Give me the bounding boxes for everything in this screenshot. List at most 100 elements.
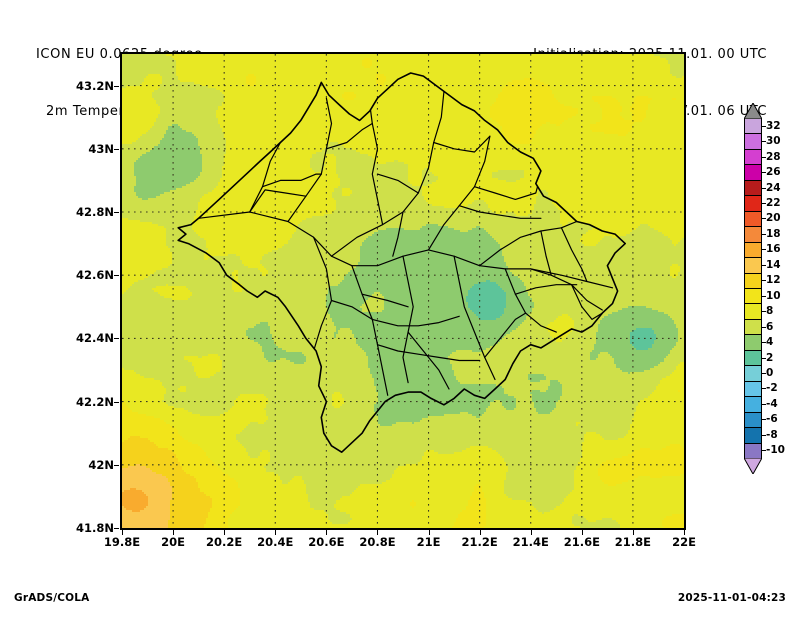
latitude-tick-label: 43.2N <box>76 78 114 93</box>
colorbar-swatch <box>744 195 762 212</box>
colorbar-tick-label: -10 <box>766 444 785 457</box>
colorbar-swatch <box>744 288 762 305</box>
longitude-tick-label: 19.8E <box>103 535 141 549</box>
latitude-tick-label: 42.8N <box>76 205 114 219</box>
colorbar-tick-label: 32 <box>766 119 781 132</box>
longitude-tick-mark <box>428 530 430 535</box>
producer-label: GrADS/COLA <box>14 592 90 604</box>
colorbar-tick-label: 0 <box>766 367 774 379</box>
map-plot-area[interactable] <box>120 52 686 530</box>
colorbar-tick-label: 22 <box>766 197 781 209</box>
colorbar-swatch <box>744 349 762 367</box>
longitude-tick-label: 21.2E <box>461 535 498 549</box>
colorbar-tick-label: -4 <box>766 397 778 410</box>
colorbar-tick-mark <box>762 249 766 251</box>
temperature-contour-map <box>122 54 684 528</box>
colorbar-swatch <box>744 164 762 181</box>
longitude-tick-mark <box>275 530 277 535</box>
colorbar-swatch <box>744 380 762 398</box>
colorbar-tick-mark <box>762 373 766 374</box>
colorbar-swatch <box>744 148 762 166</box>
longitude-tick-mark <box>632 530 634 535</box>
latitude-tick-mark <box>114 401 119 403</box>
longitude-tick-mark <box>581 530 583 535</box>
longitude-tick-mark <box>377 530 379 535</box>
colorbar-swatch <box>744 241 762 259</box>
latitude-tick-label: 42.4N <box>76 331 114 346</box>
colorbar-tick-mark <box>762 419 766 421</box>
colorbar-tick-label: 28 <box>766 150 781 163</box>
colorbar-tick-label: 30 <box>766 135 781 148</box>
longitude-tick-label: 20.8E <box>359 535 396 549</box>
latitude-tick-mark <box>114 528 119 529</box>
latitude-tick-mark <box>114 338 119 340</box>
colorbar-tick-label: -8 <box>766 428 778 441</box>
colorbar-tick-mark <box>762 434 766 436</box>
longitude-tick-mark <box>173 530 175 535</box>
colorbar-tick-mark <box>762 295 766 297</box>
colorbar-tick-mark <box>762 125 766 127</box>
colorbar-swatch <box>744 442 762 459</box>
latitude-tick-mark <box>114 148 119 150</box>
longitude-tick-label: 21.8E <box>614 535 652 549</box>
colorbar-tick-mark <box>762 187 766 189</box>
colorbar-tick-mark <box>762 203 766 204</box>
colorbar-tick-mark <box>762 326 766 328</box>
longitude-tick-label: 21.4E <box>512 535 549 549</box>
latitude-tick-mark <box>114 464 119 466</box>
colorbar-tick-mark <box>762 403 766 405</box>
longitude-tick-label: 20E <box>161 535 186 549</box>
colorbar-tick-mark <box>762 357 766 359</box>
latitude-tick-label: 42N <box>88 457 114 472</box>
colorbar-tick-label: 8 <box>766 305 774 318</box>
latitude-tick-label: 42.2N <box>76 394 114 409</box>
map-graticule <box>122 54 684 528</box>
longitude-axis: 19.8E 20E 20.2E 20.4E 20.6E 20.8E 21E 21.2E 21.4… <box>104 530 696 553</box>
longitude-tick-label: 21.6E <box>563 535 600 549</box>
colorbar-swatch <box>744 396 762 413</box>
colorbar-swatch <box>744 257 762 274</box>
colorbar-tick-label: 6 <box>766 320 774 333</box>
municipality-boundaries <box>198 91 614 396</box>
colorbar-tick-mark <box>762 311 766 313</box>
colorbar-tick-label: 4 <box>766 336 774 349</box>
colorbar-tick-label: 14 <box>766 258 781 271</box>
colorbar-tick-label: 2 <box>766 351 774 364</box>
colorbar-swatch <box>744 334 762 351</box>
colorbar-swatch <box>744 133 762 150</box>
longitude-tick-label: 22E <box>672 535 696 549</box>
longitude-tick-mark <box>530 530 532 535</box>
render-timestamp-label: 2025-11-01-04:23 <box>677 592 786 604</box>
colorbar-tick-mark <box>762 388 766 390</box>
colorbar-tick-label: -6 <box>766 413 778 426</box>
latitude-tick-mark <box>114 275 119 277</box>
colorbar-tick-label: 16 <box>766 243 781 256</box>
colorbar-tick-mark <box>762 450 766 452</box>
colorbar-tick-label: -2 <box>766 382 778 395</box>
colorbar-swatch <box>744 365 762 382</box>
colorbar-tick-mark <box>762 280 766 282</box>
colorbar-tick-mark <box>762 172 766 174</box>
colorbar-under-arrow <box>744 458 762 474</box>
longitude-tick-label: 20.2E <box>206 535 243 549</box>
colorbar-tick-label: 20 <box>766 212 781 225</box>
temperature-colorbar[interactable]: 32 30 28 26 24 22 20 18 16 14 12 10 8 6 4 2 0 -2 -4 -6 -8 -10 <box>744 103 785 474</box>
colorbar-tick-mark <box>762 141 766 143</box>
latitude-tick-label: 41.8N <box>76 521 114 535</box>
latitude-tick-mark <box>114 85 119 87</box>
colorbar-swatch <box>744 427 762 444</box>
colorbar-tick-mark <box>762 233 766 235</box>
longitude-tick-mark <box>326 530 328 535</box>
colorbar-tick-mark <box>762 218 766 220</box>
latitude-tick-mark <box>114 212 119 213</box>
colorbar-tick-mark <box>762 342 766 344</box>
colorbar-over-arrow <box>744 103 762 119</box>
colorbar-tick-label: 26 <box>766 166 781 179</box>
latitude-tick-label: 43N <box>88 141 114 156</box>
colorbar-tick-mark <box>762 156 766 158</box>
latitude-axis: 41.8N 42N 42.2N 42.4N 42.6N 42.8N 43N 43.2N <box>52 52 119 535</box>
temperature-field <box>122 54 684 528</box>
colorbar-tick-mark <box>762 264 766 266</box>
colorbar-swatch <box>744 411 762 429</box>
